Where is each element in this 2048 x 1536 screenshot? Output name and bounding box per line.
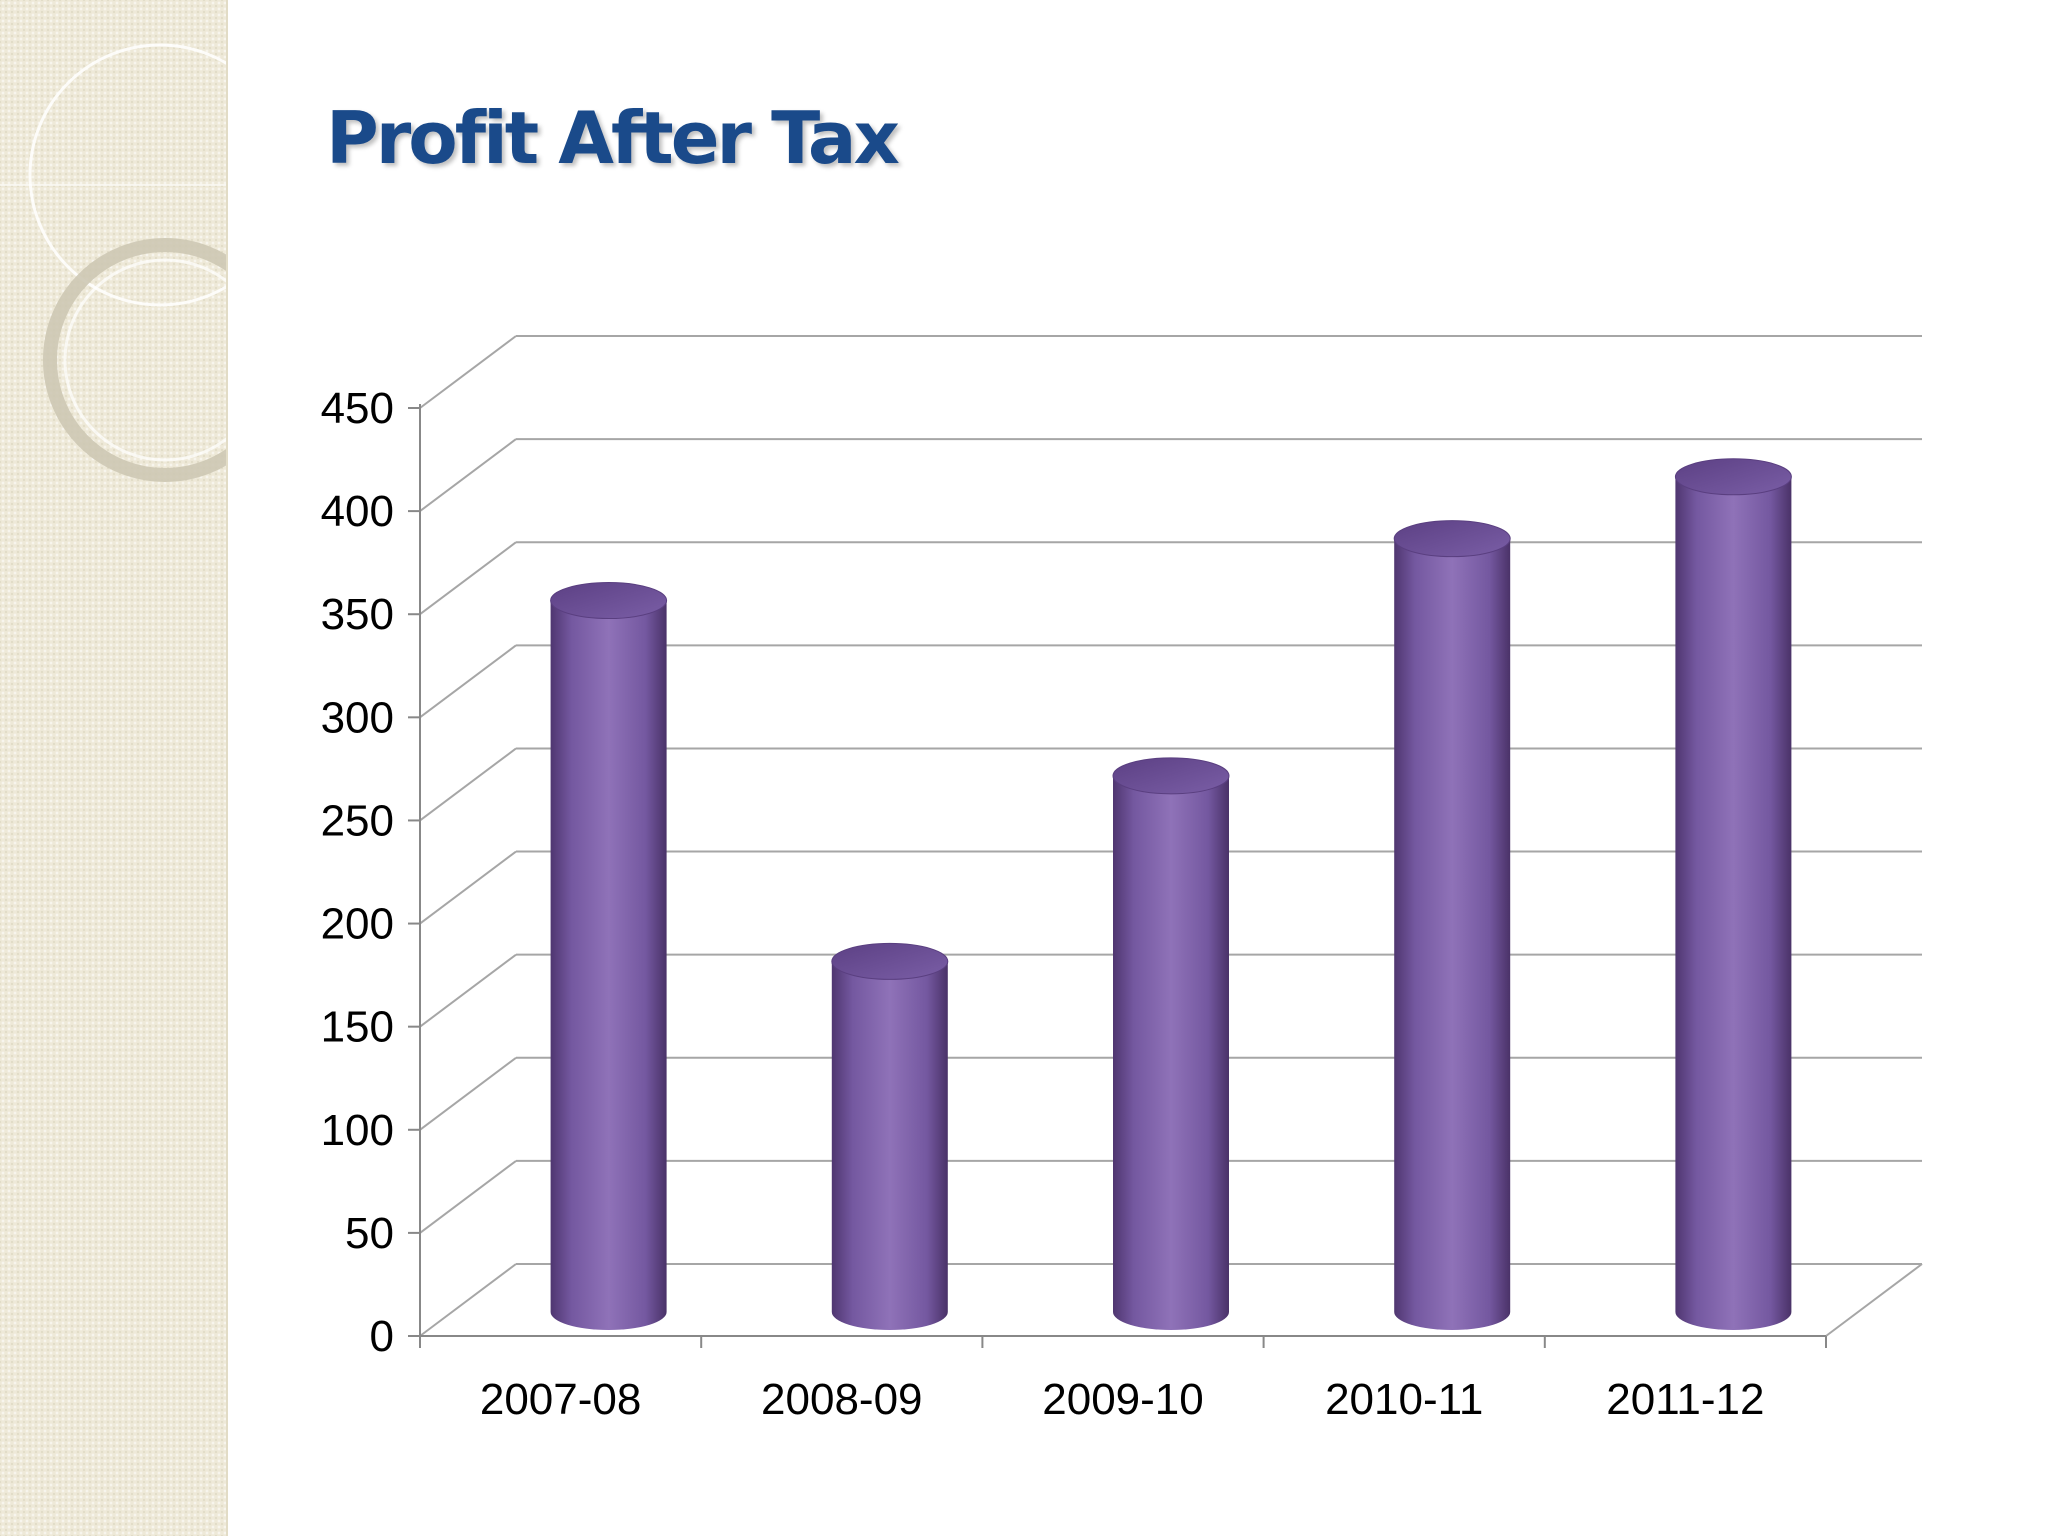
bar-2010-11 [1393, 520, 1511, 1331]
side-gridline-50 [419, 1160, 517, 1234]
bar-cap [831, 942, 949, 980]
side-gridline-150 [419, 953, 517, 1028]
bar-cap [1674, 458, 1792, 496]
side-gridline-100 [419, 1056, 517, 1131]
bar-body [550, 600, 667, 1331]
chart-axes [408, 404, 1827, 1348]
chart-labels: 0 50 100 150 200 250 300 350 400 450 2007-08 2008-0… [321, 384, 1765, 1424]
bar-body [1675, 476, 1792, 1331]
bar-cap [1393, 520, 1511, 558]
bar-2007-08 [550, 582, 668, 1331]
y-tick-label: 400 [321, 487, 394, 536]
y-tick-label: 150 [321, 1003, 394, 1052]
y-tick-label: 300 [321, 693, 394, 742]
y-tick-label: 100 [321, 1106, 394, 1155]
x-tick-label: 2007-08 [480, 1375, 641, 1424]
x-tick-label: 2011-12 [1606, 1375, 1764, 1424]
side-gridline-400 [419, 438, 517, 512]
page-title: Profit After Tax [326, 96, 900, 180]
y-tick-label: 50 [345, 1209, 394, 1258]
y-tick-label: 250 [321, 796, 394, 845]
decorative-side-panel [0, 0, 228, 1536]
bar-body [831, 961, 948, 1331]
side-gridline-300 [419, 644, 517, 719]
bar-body [1394, 538, 1511, 1331]
y-tick-label: 0 [370, 1312, 394, 1361]
decorative-rings [0, 43, 226, 482]
y-tick-label: 450 [321, 384, 394, 433]
y-tick-label: 350 [321, 590, 394, 639]
floor-edge [1825, 1263, 1923, 1337]
side-gridline-200 [419, 850, 517, 925]
side-gridline-350 [419, 541, 517, 616]
side-gridline-450 [419, 335, 517, 409]
y-tick-label: 200 [321, 900, 394, 949]
bar-cap [550, 582, 668, 620]
bar-2008-09 [831, 942, 949, 1331]
x-tick-label: 2010-11 [1325, 1375, 1483, 1424]
chart-bars [550, 458, 1792, 1331]
side-gridline-250 [419, 747, 517, 822]
bar-cap [1112, 757, 1230, 795]
bar-2011-12 [1674, 458, 1792, 1331]
side-gridline-0 [419, 1263, 517, 1337]
x-tick-label: 2009-10 [1042, 1375, 1203, 1424]
bar-2009-10 [1112, 757, 1230, 1330]
x-tick-label: 2008-09 [761, 1375, 922, 1424]
bar-body [1113, 775, 1229, 1330]
